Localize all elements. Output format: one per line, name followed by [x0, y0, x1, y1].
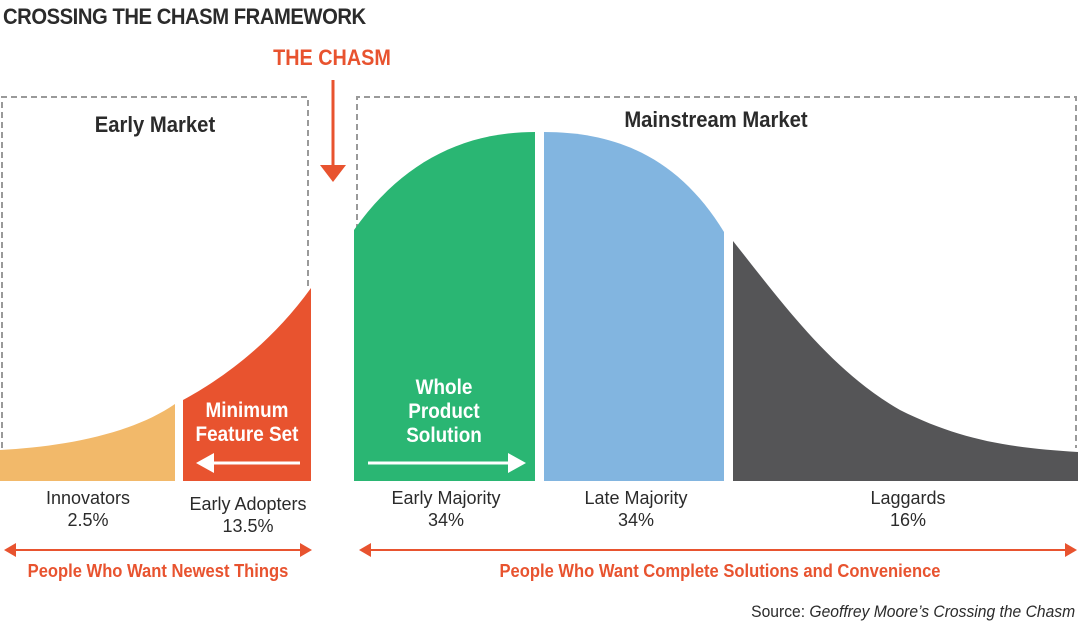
minimum-feature-set-line-2: Feature Set: [195, 423, 299, 446]
early-market-label: Early Market: [94, 112, 216, 137]
mainstream-range-right-head: [1065, 543, 1077, 557]
minimum-feature-set-line-1: Minimum: [205, 399, 289, 422]
segment-label-innovators: Innovators 2.5%: [8, 487, 168, 531]
source-note: Source: Geoffrey Moore’s Crossing the Ch…: [751, 602, 1075, 622]
source-title: Geoffrey Moore’s Crossing the Chasm: [809, 602, 1075, 621]
segment-share: 13.5%: [222, 516, 274, 536]
segment-share: 34%: [427, 510, 465, 530]
minimum-feature-set-label: Minimum Feature Set: [189, 399, 304, 447]
segment-name: Early Adopters: [189, 494, 307, 514]
segment-share: 34%: [617, 510, 655, 530]
early-range-right-head: [300, 543, 312, 557]
segment-early-majority: [354, 132, 535, 481]
segment-laggards: [733, 241, 1078, 481]
minimum-feature-set-arrowhead: [196, 453, 214, 473]
page-title: CROSSING THE CHASM FRAMEWORK: [3, 4, 366, 29]
segment-label-early-majority: Early Majority 34%: [366, 487, 526, 531]
segment-label-laggards: Laggards 16%: [828, 487, 988, 531]
people-newest-things-label: People Who Want Newest Things: [27, 561, 289, 581]
chasm-label: THE CHASM: [273, 45, 391, 70]
chasm-arrow-head: [320, 165, 346, 182]
mainstream-range-left-head: [359, 543, 371, 557]
segment-label-late-majority: Late Majority 34%: [556, 487, 716, 531]
mainstream-market-box: [356, 96, 1077, 448]
whole-product-line-1: Whole: [415, 376, 473, 399]
segment-late-majority: [544, 132, 724, 481]
segment-name: Late Majority: [584, 488, 688, 508]
early-range-left-head: [4, 543, 16, 557]
whole-product-label: Whole Product Solution: [381, 376, 507, 448]
segment-innovators: [0, 404, 175, 481]
segment-label-early-adopters: Early Adopters 13.5%: [168, 493, 328, 537]
segment-early-adopters: [183, 288, 311, 481]
segment-name: Early Majority: [391, 488, 501, 508]
whole-product-line-2: Product: [408, 400, 480, 423]
whole-product-line-3: Solution: [406, 424, 482, 447]
source-prefix: Source:: [751, 602, 810, 621]
segment-share: 16%: [889, 510, 927, 530]
whole-product-arrowhead: [508, 453, 526, 473]
early-market-box: [1, 96, 309, 448]
mainstream-market-label: Mainstream Market: [624, 107, 808, 132]
segment-name: Laggards: [870, 488, 946, 508]
people-complete-solutions-label: People Who Want Complete Solutions and C…: [499, 561, 941, 581]
segment-name: Innovators: [45, 488, 131, 508]
segment-share: 2.5%: [67, 510, 109, 530]
